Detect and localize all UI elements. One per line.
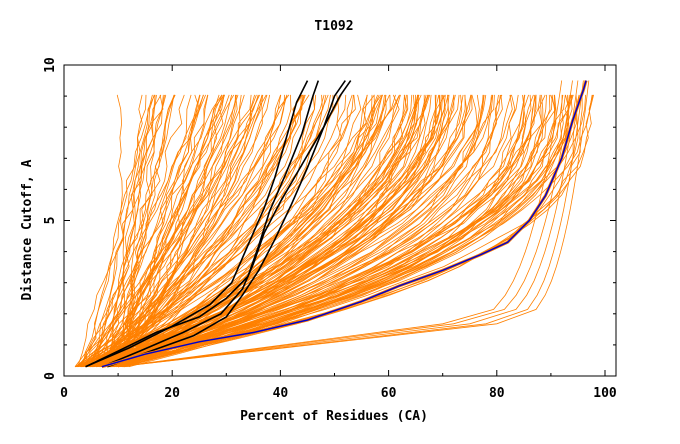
model-curve <box>114 94 429 368</box>
model-curve <box>108 94 235 367</box>
model-curve <box>127 94 245 367</box>
model-curves <box>74 80 594 368</box>
model-curve <box>111 94 537 368</box>
highlighted-model-curve <box>85 80 320 368</box>
model-curve <box>126 94 353 368</box>
model-curve <box>87 94 239 367</box>
model-curve <box>111 94 553 368</box>
x-axis-ticks: 0 20 40 60 80 100 <box>60 65 617 401</box>
model-curve <box>109 94 270 367</box>
model-curve <box>80 94 383 368</box>
model-curve <box>122 94 449 368</box>
model-curve <box>106 94 493 368</box>
y-tick-label: 10 <box>43 57 58 73</box>
best-model-curve <box>101 80 588 369</box>
model-curve <box>102 94 537 368</box>
x-tick-label: 100 <box>593 386 617 401</box>
model-curve <box>76 94 570 368</box>
x-tick-label: 20 <box>164 386 180 401</box>
model-curve <box>89 94 288 368</box>
x-tick-label: 60 <box>381 386 397 401</box>
model-curve <box>106 94 162 367</box>
model-curve <box>74 94 446 368</box>
model-curve <box>113 94 437 368</box>
model-curve <box>82 94 153 367</box>
y-tick-label: 5 <box>43 217 58 225</box>
model-curve <box>80 94 223 367</box>
model-curve <box>127 94 224 367</box>
model-curve <box>93 94 281 367</box>
model-curve <box>89 94 175 367</box>
model-curve <box>118 94 499 368</box>
y-axis-label: Distance Cutoff, A <box>20 159 35 300</box>
x-tick-label: 0 <box>60 386 68 401</box>
model-curve <box>122 94 192 367</box>
model-curve <box>105 94 555 368</box>
model-curve <box>104 94 418 368</box>
model-curve <box>90 94 557 368</box>
model-curve <box>120 94 176 367</box>
model-curve <box>121 94 317 368</box>
model-curve <box>101 94 413 368</box>
model-curve <box>110 94 541 368</box>
model-curve <box>105 94 472 368</box>
model-curve <box>125 94 416 368</box>
model-curve <box>95 94 323 368</box>
model-curve <box>98 94 260 367</box>
y-tick-label: 0 <box>43 372 58 380</box>
highlighted-model-curve <box>107 80 346 368</box>
model-curve <box>118 94 305 367</box>
model-curve <box>118 80 573 368</box>
model-curve <box>83 94 383 368</box>
model-curve <box>89 94 292 368</box>
model-curve <box>96 94 263 367</box>
model-curve <box>93 94 401 368</box>
model-curve <box>85 94 304 368</box>
model-curve <box>77 94 147 367</box>
y-axis-ticks: 0 5 10 <box>43 57 616 380</box>
model-curve <box>102 94 385 368</box>
model-curve <box>108 94 268 367</box>
x-tick-label: 80 <box>489 386 505 401</box>
model-curve <box>85 94 164 367</box>
model-curve <box>110 94 157 367</box>
model-curve <box>89 94 340 368</box>
model-curve <box>125 94 143 367</box>
model-curve <box>74 94 236 367</box>
model-curve <box>125 94 529 368</box>
model-curve <box>79 94 204 367</box>
x-tick-label: 40 <box>273 386 289 401</box>
model-curve <box>118 80 590 368</box>
model-curve <box>83 94 329 368</box>
model-curve <box>116 94 126 367</box>
model-curve <box>118 80 584 368</box>
model-curve <box>106 94 230 367</box>
model-curve <box>100 94 513 368</box>
highlighted-model-curve <box>101 80 352 368</box>
model-curve <box>118 94 260 367</box>
chart-title: T1092 <box>314 19 353 34</box>
highlighted-model-curves <box>85 80 352 368</box>
x-axis-label: Percent of Residues (CA) <box>240 409 428 424</box>
model-curve <box>113 94 285 368</box>
model-curve <box>94 94 306 367</box>
model-curve <box>89 94 519 368</box>
model-curve <box>116 94 564 368</box>
model-curve <box>122 94 485 368</box>
best-model-curve-line <box>101 80 587 368</box>
model-curve <box>105 94 252 367</box>
model-curve <box>118 80 563 368</box>
model-curve <box>124 94 569 368</box>
highlighted-model-curve <box>85 80 309 368</box>
model-curve <box>79 94 418 368</box>
